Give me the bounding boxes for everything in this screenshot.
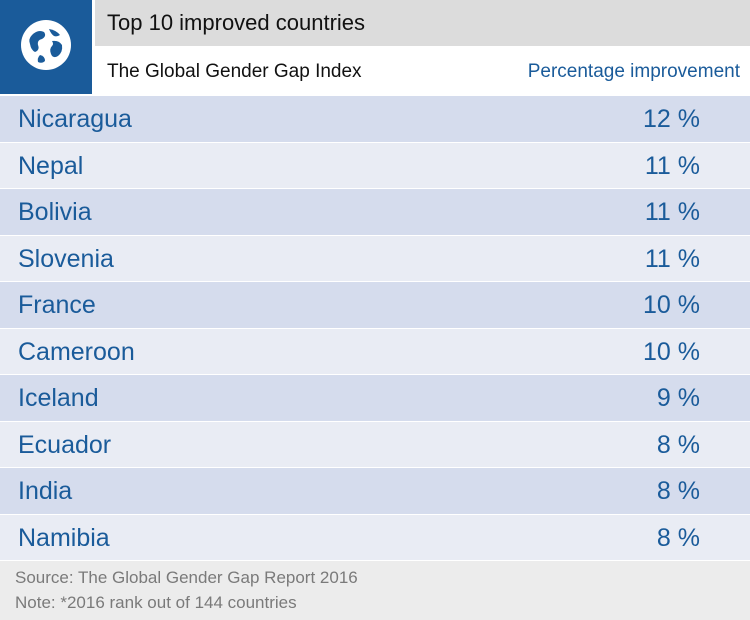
percentage-value: 8 % bbox=[656, 430, 700, 459]
country-name: Nepal bbox=[18, 151, 84, 180]
table-row: France 10 % bbox=[0, 282, 750, 329]
percentage-value: 12 % bbox=[643, 105, 700, 133]
table-body: Nicaragua 12 % Nepal 11 % Bolivia 11 % Sloveni… bbox=[0, 96, 750, 561]
country-name: Bolivia bbox=[18, 198, 92, 226]
percentage-value: 8 % bbox=[656, 523, 700, 552]
percentage-value: 11 % bbox=[644, 198, 700, 226]
column-header-percentage: Percentage improvement bbox=[527, 61, 740, 82]
percentage-value: 9 % bbox=[656, 384, 700, 412]
percentage-value: 8 % bbox=[656, 477, 700, 505]
country-name: France bbox=[18, 291, 96, 319]
country-name: Namibia bbox=[18, 523, 110, 552]
country-name: Iceland bbox=[18, 384, 99, 412]
table-row: Slovenia 11 % bbox=[0, 235, 750, 282]
table-row: Bolivia 11 % bbox=[0, 189, 750, 236]
footnote: Note: *2016 rank out of 144 countries bbox=[15, 593, 297, 612]
table-row: Iceland 9 % bbox=[0, 375, 750, 422]
country-name: Cameroon bbox=[18, 337, 135, 366]
percentage-value: 10 % bbox=[643, 337, 700, 366]
source-note: Source: The Global Gender Gap Report 201… bbox=[15, 568, 358, 587]
globe-icon bbox=[18, 17, 74, 78]
chart-title: Top 10 improved countries bbox=[95, 0, 750, 46]
percentage-value: 10 % bbox=[643, 291, 700, 319]
percentage-value: 11 % bbox=[644, 151, 700, 180]
chart-subtitle: The Global Gender Gap Index bbox=[107, 61, 362, 82]
table-row: Cameroon 10 % bbox=[0, 328, 750, 375]
table-row: Namibia 8 % bbox=[0, 514, 750, 561]
country-name: Slovenia bbox=[18, 244, 114, 273]
country-name: India bbox=[18, 477, 73, 505]
percentage-value: 11 % bbox=[644, 244, 700, 273]
table-row: Ecuador 8 % bbox=[0, 421, 750, 468]
table-row: India 8 % bbox=[0, 468, 750, 515]
table-row: Nicaragua 12 % bbox=[0, 96, 750, 143]
subtitle-bar: The Global Gender Gap Index Percentage i… bbox=[95, 49, 750, 94]
footer: Source: The Global Gender Gap Report 201… bbox=[0, 561, 750, 620]
table-row: Nepal 11 % bbox=[0, 142, 750, 189]
logo bbox=[0, 0, 92, 94]
country-name: Nicaragua bbox=[18, 105, 132, 133]
country-name: Ecuador bbox=[18, 430, 112, 459]
